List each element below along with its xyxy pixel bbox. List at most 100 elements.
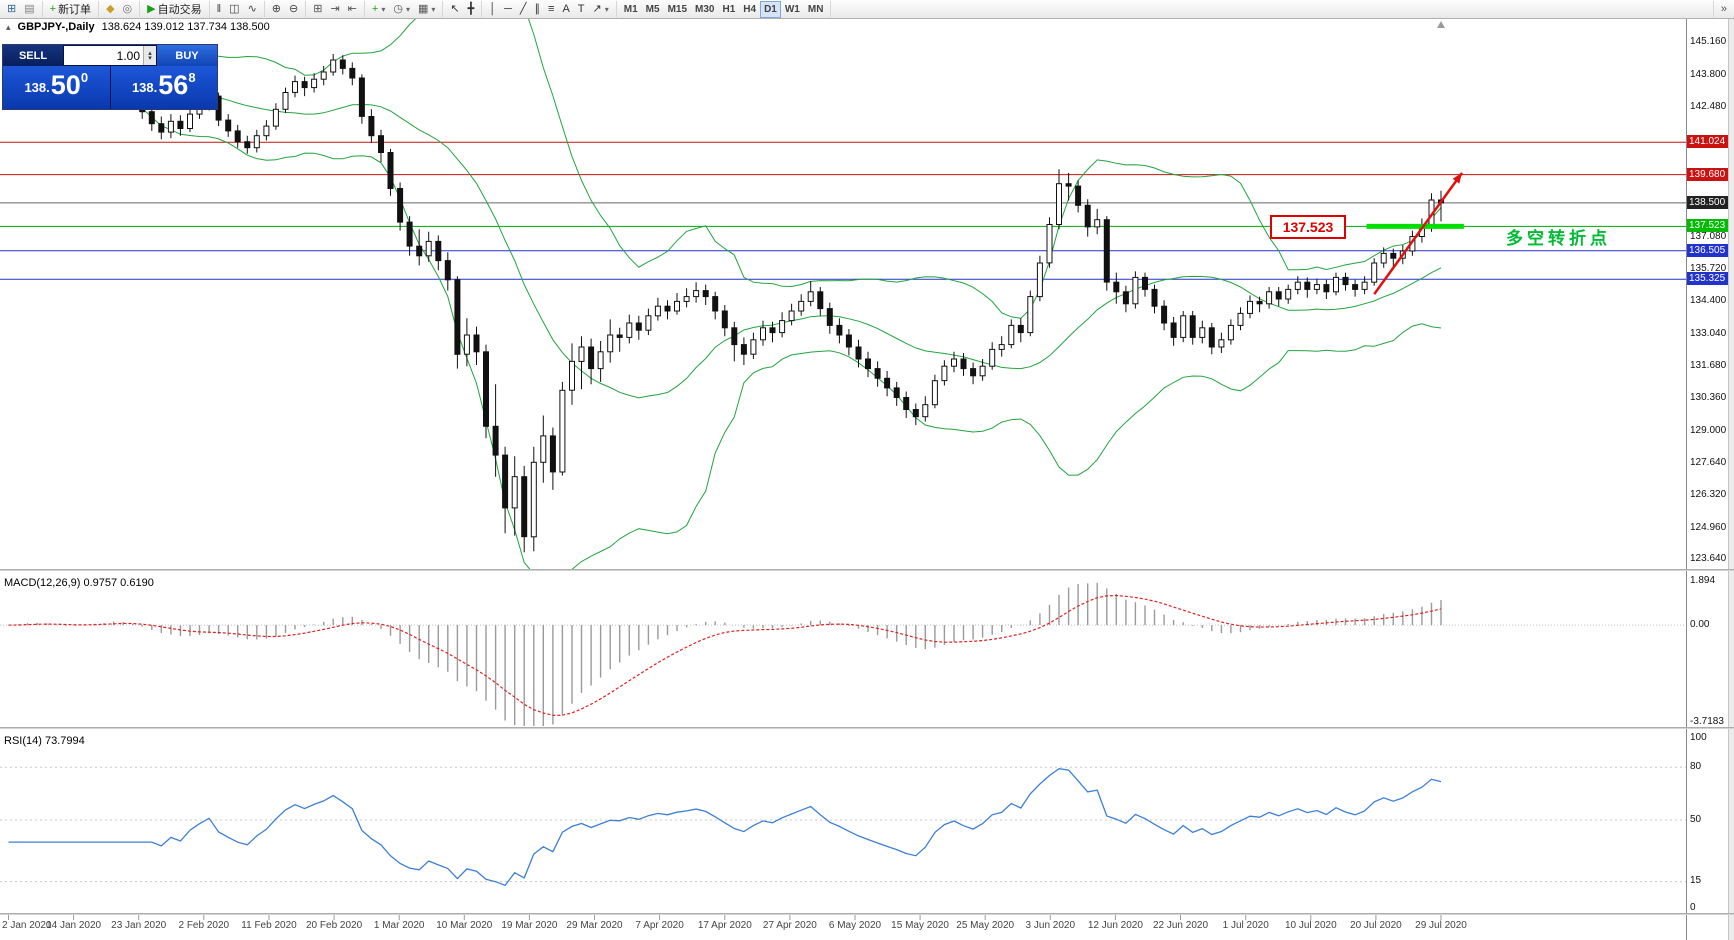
tf-m5[interactable]: M5 bbox=[642, 1, 664, 18]
candle bbox=[492, 425, 499, 456]
candle bbox=[1266, 291, 1273, 305]
horizontal-line-tool[interactable]: ─ bbox=[500, 1, 516, 18]
tf-h4[interactable]: H4 bbox=[739, 1, 760, 18]
templates[interactable]: ▦ ▾ bbox=[414, 1, 439, 18]
one-click-collapse-icon[interactable]: ▴ bbox=[6, 21, 11, 32]
line-chart-type[interactable]: ∿ bbox=[244, 1, 261, 18]
macd-axis-label: -3.7183 bbox=[1690, 716, 1724, 728]
indicators[interactable]: + ▾ bbox=[368, 1, 389, 18]
sell-price[interactable]: 138. 50 0 bbox=[3, 66, 110, 109]
macd-label: MACD(12,26,9) 0.9757 0.6190 bbox=[4, 577, 154, 589]
new-chart[interactable]: ⊞ bbox=[3, 1, 20, 18]
candle bbox=[845, 334, 852, 348]
candle bbox=[483, 351, 489, 427]
candle bbox=[1227, 324, 1234, 341]
horizontal-line-tool-icon: ─ bbox=[504, 3, 512, 15]
candle bbox=[1304, 281, 1311, 290]
tf-mn-label: MN bbox=[807, 3, 824, 15]
right-scrollbar[interactable] bbox=[1728, 18, 1734, 940]
buy-button[interactable]: BUY bbox=[157, 45, 217, 66]
turning-point-label[interactable]: 多空转折点 bbox=[1506, 229, 1611, 248]
vertical-line-tool[interactable]: │ bbox=[485, 1, 500, 18]
date-axis-label: 10 Mar 2020 bbox=[436, 920, 493, 931]
channel-tool[interactable]: ∥ bbox=[531, 1, 545, 18]
periods[interactable]: ◷ ▾ bbox=[389, 1, 414, 18]
tf-h1[interactable]: H1 bbox=[718, 1, 739, 18]
price-axis[interactable]: 145.160 143.800 142.480 141.024 139.680 138.5… bbox=[1686, 18, 1729, 940]
volume-up-icon[interactable]: ▴ bbox=[148, 49, 152, 57]
volume-input[interactable]: 1.00 ▴ ▾ bbox=[64, 46, 156, 65]
candle bbox=[473, 334, 480, 353]
candle bbox=[1275, 291, 1282, 300]
zoom-out-icon: ⊖ bbox=[289, 3, 299, 15]
chart-shift[interactable]: ⇤ bbox=[344, 1, 361, 18]
axis-price-label: 130.360 bbox=[1690, 391, 1727, 403]
label-tool[interactable]: T bbox=[574, 1, 589, 18]
tile-windows[interactable]: ⊞ bbox=[309, 1, 326, 18]
autotrading[interactable]: ▶ 自动交易 bbox=[143, 1, 205, 18]
profiles[interactable]: ▤ bbox=[20, 1, 38, 18]
tf-d1[interactable]: D1 bbox=[760, 0, 781, 18]
candle bbox=[1122, 291, 1129, 305]
tf-mn[interactable]: MN bbox=[804, 1, 828, 18]
crosshair-tool[interactable]: ╋ bbox=[464, 1, 479, 18]
candle bbox=[282, 92, 289, 110]
candlestick-chart-type[interactable]: ◫ bbox=[225, 1, 243, 18]
date-axis-label: 11 Feb 2020 bbox=[241, 920, 297, 931]
new-order[interactable]: + 新订单 bbox=[46, 1, 95, 18]
sell-price-frac: 0 bbox=[80, 70, 89, 85]
buy-price[interactable]: 138. 56 8 bbox=[109, 66, 217, 109]
date-axis-separator bbox=[0, 913, 1734, 915]
macd-pane-separator[interactable] bbox=[0, 569, 1734, 571]
cursor-tool[interactable]: ↖ bbox=[446, 1, 463, 18]
rsi-pane-separator[interactable] bbox=[0, 727, 1734, 729]
date-axis-label: 6 May 2020 bbox=[829, 920, 882, 931]
zoom-in[interactable]: ⊕ bbox=[268, 1, 285, 18]
arrows-tool-dropdown-icon[interactable]: ▾ bbox=[604, 4, 609, 14]
periods-dropdown-icon[interactable]: ▾ bbox=[405, 4, 410, 14]
trendline-tool[interactable]: ╱ bbox=[516, 1, 531, 18]
candle bbox=[167, 120, 174, 133]
rsi-line bbox=[8, 768, 1442, 887]
customize-toolbar-icon: » bbox=[1720, 3, 1727, 15]
date-axis-label: 25 May 2020 bbox=[956, 920, 1014, 931]
templates-dropdown-icon[interactable]: ▾ bbox=[431, 4, 436, 14]
tf-m1[interactable]: M1 bbox=[620, 1, 642, 18]
candle bbox=[1170, 322, 1177, 338]
candle bbox=[253, 135, 260, 149]
price-callout-box[interactable]: 137.523 bbox=[1270, 215, 1346, 239]
tf-m15[interactable]: M15 bbox=[664, 1, 691, 18]
chart-shift-marker[interactable] bbox=[1437, 21, 1445, 28]
channel-tool-icon: ∥ bbox=[534, 3, 541, 15]
metaeditor[interactable]: ◆ bbox=[102, 1, 118, 18]
rsi-axis-label: 100 bbox=[1690, 732, 1707, 743]
auto-scroll[interactable]: ⇥ bbox=[326, 1, 343, 18]
candle bbox=[826, 308, 833, 326]
candle bbox=[1027, 296, 1034, 334]
new-order-label: 新订单 bbox=[58, 4, 92, 16]
tf-m30[interactable]: M30 bbox=[691, 1, 718, 18]
candle bbox=[1294, 281, 1301, 290]
trend-arrow-line[interactable] bbox=[1373, 172, 1464, 295]
fibonacci-tool[interactable]: ≡ bbox=[544, 1, 558, 18]
candle bbox=[817, 291, 824, 310]
candle bbox=[387, 152, 394, 189]
candle bbox=[158, 123, 165, 133]
candle bbox=[884, 377, 891, 389]
candle bbox=[511, 476, 518, 509]
bar-chart-type[interactable]: ‖ bbox=[213, 1, 226, 18]
tf-w1[interactable]: W1 bbox=[781, 1, 804, 18]
indicators-dropdown-icon[interactable]: ▾ bbox=[381, 4, 386, 14]
zoom-in-icon: ⊕ bbox=[271, 3, 281, 15]
options[interactable]: ◎ bbox=[119, 1, 137, 18]
sell-button[interactable]: SELL bbox=[3, 45, 63, 66]
new-chart-icon: ⊞ bbox=[7, 3, 17, 15]
customize-toolbar[interactable]: » bbox=[1717, 1, 1731, 18]
date-axis-label: 22 Jun 2020 bbox=[1153, 920, 1208, 931]
zoom-out[interactable]: ⊖ bbox=[285, 1, 302, 18]
arrows-tool[interactable]: ↗ ▾ bbox=[589, 1, 613, 18]
volume-spinner[interactable]: ▴ ▾ bbox=[143, 46, 156, 65]
volume-down-icon[interactable]: ▾ bbox=[148, 54, 152, 62]
text-tool[interactable]: A bbox=[558, 1, 573, 18]
